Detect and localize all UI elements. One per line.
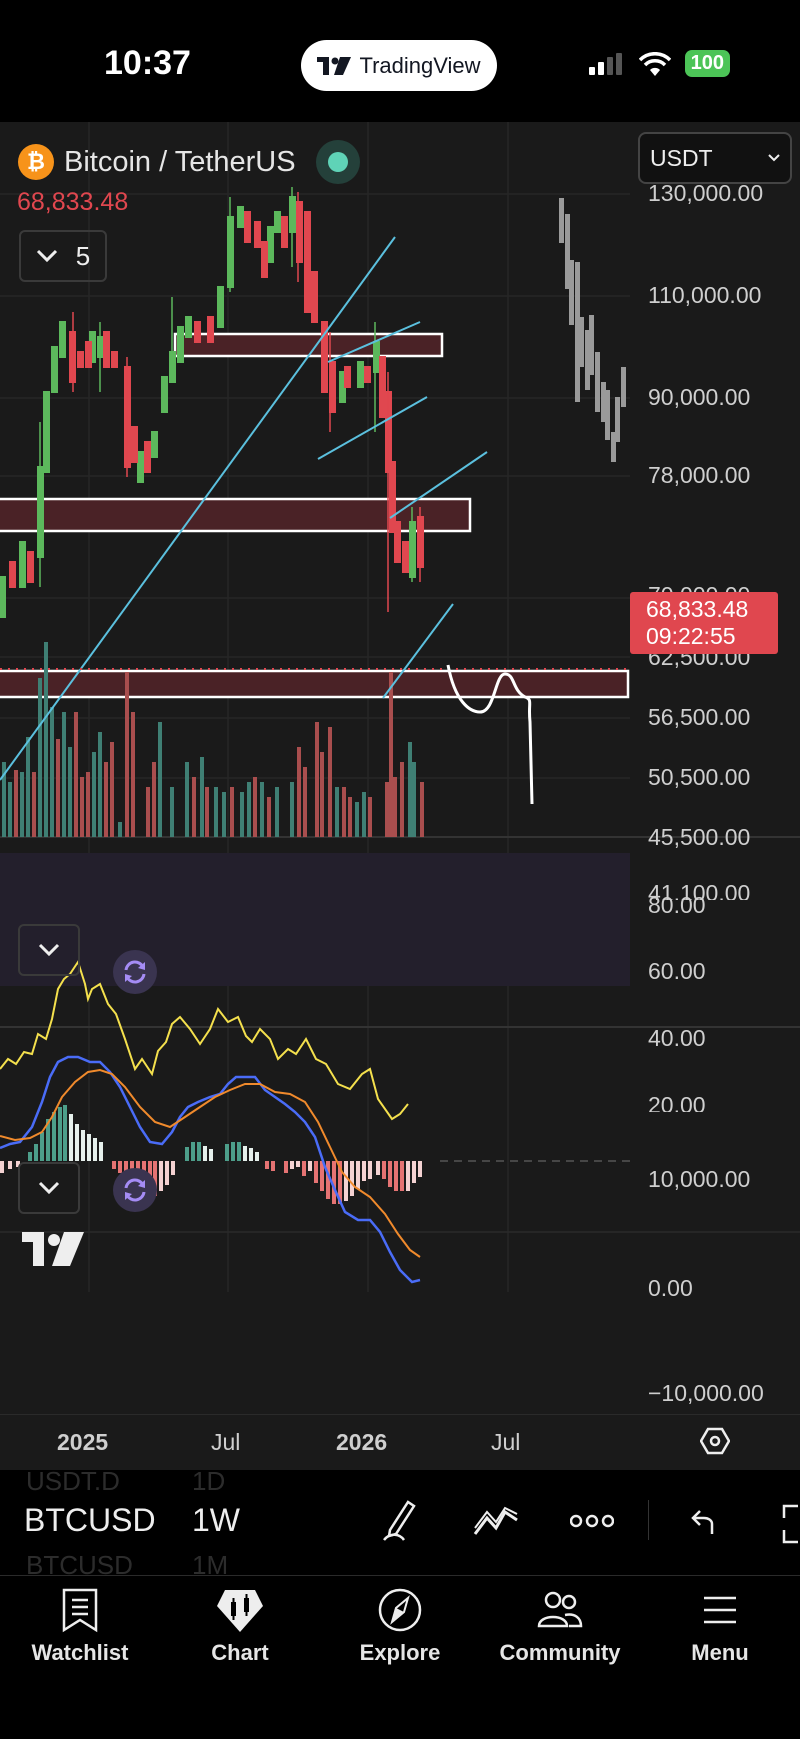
cellular-signal-icon: [588, 52, 622, 75]
price-axis-label: 45,500.00: [648, 824, 751, 850]
status-bar: 10:37 TradingView 100: [0, 0, 800, 122]
compass-icon: [378, 1588, 422, 1632]
time-axis-label: Jul: [491, 1429, 521, 1455]
menu-icon: [704, 1596, 736, 1624]
market-status-icon[interactable]: [315, 140, 360, 184]
interval-selector[interactable]: 1W: [192, 1502, 240, 1538]
signal-line: [0, 1068, 421, 1258]
price-axis-label: 90,000.00: [648, 384, 751, 410]
tradingview-logo-icon: [317, 56, 352, 75]
nav-watchlist[interactable]: Watchlist: [0, 1576, 160, 1739]
chevron-down-icon: [38, 1181, 60, 1195]
chevron-down-icon: [38, 943, 60, 957]
community-icon: [537, 1591, 583, 1628]
chart-area[interactable]: ₿ Bitcoin / TetherUS 68,833.48 5 USDT 13…: [0, 122, 800, 1470]
rsi-axis-label: 60.00: [648, 958, 706, 984]
price-axis-label: 110,000.00: [648, 282, 762, 308]
chevron-down-icon: [768, 154, 780, 162]
symbol-name: Bitcoin / TetherUS: [64, 145, 296, 178]
nav-label: Menu: [691, 1640, 749, 1665]
rsi-refresh-button[interactable]: [113, 950, 157, 994]
drawing-pen-icon[interactable]: [380, 1498, 418, 1544]
time-axis-label: Jul: [211, 1429, 241, 1455]
nav-community[interactable]: Community: [480, 1576, 640, 1739]
macd-histogram: [0, 1105, 422, 1204]
symbol-selector[interactable]: BTCUSD: [24, 1502, 156, 1538]
ghost-ticker-above: USDT.D: [26, 1466, 120, 1496]
nav-label: Community: [499, 1640, 621, 1665]
currency-value: USDT: [650, 144, 713, 171]
chart-toolbar: USDT.D 1D BTCUSD 1W BTCUSD 1M: [0, 1466, 800, 1580]
tradingview-watermark-icon: [22, 1232, 84, 1271]
rsi-axis-label: 80.00: [648, 892, 706, 918]
indicators-count: 5: [75, 240, 91, 271]
macd-axis-label: −10,000.00: [648, 1380, 764, 1406]
price-axis-label: 78,000.00: [648, 462, 751, 488]
price-axis-label: 50,500.00: [648, 764, 751, 790]
ghost-interval-below: 1M: [192, 1550, 229, 1580]
current-price-tag: 68,833.48 09:22:55: [630, 592, 778, 654]
macd-collapse-button[interactable]: [18, 1162, 80, 1214]
indicators-collapse-button[interactable]: 5: [19, 230, 107, 282]
rsi-axis-label: 40.00: [648, 1025, 706, 1051]
rsi-axis-label: 20.00: [648, 1092, 706, 1112]
price-axis-label: 130,000.00: [648, 180, 764, 206]
chart-canvas[interactable]: [0, 122, 800, 1414]
rsi-collapse-button[interactable]: [18, 924, 80, 976]
macd-axis-label: 10,000.00: [648, 1166, 751, 1192]
ghost-interval-above: 1D: [192, 1466, 226, 1496]
bitcoin-icon: ₿: [18, 144, 54, 180]
time-axis[interactable]: 2025 Jul 2026 Jul: [0, 1414, 800, 1470]
app-pill[interactable]: TradingView: [301, 40, 497, 91]
status-time: 10:37: [104, 44, 191, 82]
nav-label: Explore: [359, 1640, 441, 1665]
rsi-line: [0, 959, 409, 1121]
volume-bars: [2, 642, 424, 837]
refresh-icon: [124, 1178, 146, 1202]
macd-refresh-button[interactable]: [113, 1168, 157, 1212]
wifi-icon: [638, 51, 671, 76]
nav-explore[interactable]: Explore: [320, 1576, 480, 1739]
trendlines: [0, 236, 488, 781]
battery-indicator: 100: [684, 50, 730, 77]
nav-menu[interactable]: Menu: [640, 1576, 800, 1739]
price-candles: [0, 187, 424, 618]
undo-icon[interactable]: [690, 1508, 718, 1536]
ghost-ticker-below: BTCUSD: [26, 1550, 133, 1580]
nav-chart[interactable]: Chart: [160, 1576, 320, 1739]
projection-bars: [559, 198, 626, 462]
price-axis-label: 41,100.00: [648, 880, 751, 900]
bottom-nav: Watchlist Chart Explore Community Menu: [0, 1576, 800, 1739]
chevron-down-icon: [36, 249, 57, 263]
toolbar-divider: [648, 1500, 649, 1540]
symbol-header[interactable]: ₿ Bitcoin / TetherUS: [18, 140, 360, 184]
time-axis-label: 2025: [57, 1429, 109, 1455]
price-tag-value: 68,833.48: [646, 596, 749, 622]
chart-settings-icon[interactable]: [700, 1427, 730, 1455]
chart-icon: [217, 1590, 263, 1632]
price-axis-label: 56,500.00: [648, 704, 751, 730]
currency-select[interactable]: USDT: [638, 132, 792, 184]
nav-label: Chart: [211, 1640, 269, 1665]
macd-axis-label: 0.00: [648, 1275, 693, 1301]
app-name: TradingView: [359, 52, 481, 78]
time-axis-label: 2026: [336, 1429, 388, 1455]
refresh-icon: [124, 960, 146, 984]
status-icons: 100: [588, 50, 730, 77]
bar-countdown: 09:22:55: [646, 623, 736, 649]
watchlist-icon: [62, 1588, 98, 1633]
macd-line: [0, 1055, 421, 1284]
indicators-icon[interactable]: [472, 1506, 520, 1538]
fullscreen-icon[interactable]: [780, 1504, 800, 1544]
last-price: 68,833.48: [17, 188, 129, 216]
nav-label: Watchlist: [31, 1640, 129, 1665]
more-icon[interactable]: [570, 1514, 614, 1528]
